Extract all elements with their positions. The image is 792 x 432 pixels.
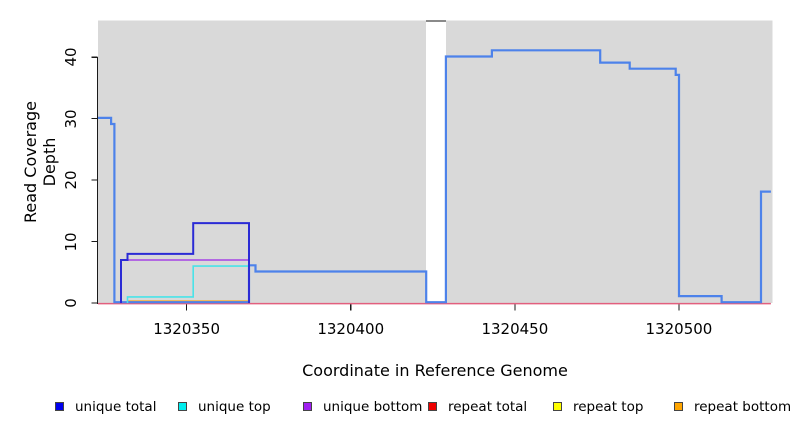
y-tick-label: 0 [62,298,80,308]
x-axis-title: Coordinate in Reference Genome [302,361,568,380]
x-tick-label: 1320350 [153,320,221,338]
series-total-coverage-line [98,49,771,304]
y-tick-label: 40 [62,47,80,67]
y-tick-label: 10 [62,232,80,252]
y-tick-label: 20 [62,170,80,190]
coverage-gap-band [426,21,446,304]
x-tick-label: 1320450 [481,320,549,338]
x-tick-label: 1320500 [645,320,713,338]
x-tick-label: 1320400 [317,320,385,338]
series-unique-total-line [120,222,250,303]
y-tick-label: 30 [62,109,80,129]
coverage-gap-band-cap [426,20,446,22]
y-axis-title: Read Coverage Depth [21,101,59,223]
